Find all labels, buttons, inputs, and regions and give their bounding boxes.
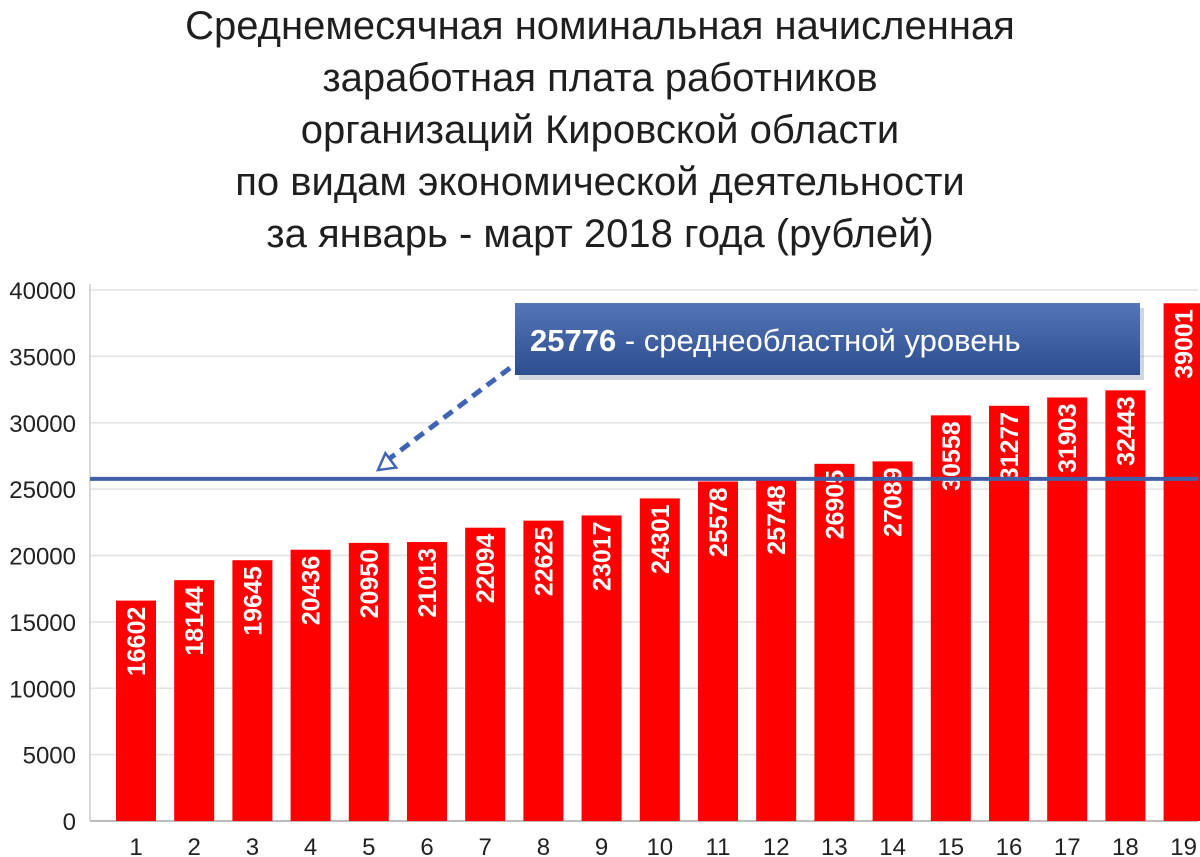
chart-title-line: Среднемесячная номинальная начисленная (185, 4, 1015, 48)
bar (1047, 397, 1088, 821)
bar (756, 479, 797, 821)
bar-value-label: 31903 (1054, 403, 1082, 473)
bar-value-label: 22625 (530, 527, 558, 597)
y-tick-label: 0 (63, 809, 76, 836)
x-tick-label: 15 (937, 834, 964, 857)
x-tick-label: 10 (646, 834, 673, 857)
bar-value-label: 19645 (239, 566, 267, 636)
bar (232, 560, 273, 821)
bar-value-label: 23017 (589, 521, 617, 591)
bar (290, 549, 331, 821)
bar (407, 542, 447, 821)
bar (348, 542, 389, 821)
x-tick-label: 4 (304, 834, 317, 857)
bar-value-label: 26905 (821, 470, 849, 540)
y-tick-label: 30000 (9, 411, 76, 438)
bar (872, 461, 913, 821)
bar-value-label: 18144 (181, 586, 209, 656)
bar-value-label: 25748 (763, 485, 791, 555)
bar-value-label: 25578 (705, 487, 733, 557)
bar (1105, 390, 1146, 821)
bar (174, 580, 215, 821)
bar-value-label: 20436 (298, 556, 326, 626)
annotation-arrow (383, 366, 512, 464)
bar (639, 498, 680, 821)
x-tick-label: 3 (246, 834, 259, 857)
bar-value-label: 20950 (356, 549, 384, 619)
chart-title-line: по видам экономической деятельности (235, 160, 965, 204)
bar (1163, 303, 1200, 821)
bar (116, 600, 156, 821)
x-tick-label: 11 (706, 834, 731, 857)
y-tick-label: 5000 (23, 743, 76, 770)
bar-value-label: 21013 (414, 548, 442, 618)
x-tick-label: 19 (1170, 834, 1197, 857)
bar-value-label: 32443 (1112, 396, 1140, 466)
x-tick-label: 2 (188, 834, 201, 857)
bar-value-label: 31277 (996, 412, 1024, 482)
chart-title-line: за январь - март 2018 года (рублей) (266, 212, 934, 256)
annotation-box (515, 303, 1140, 375)
chart-title-line: организаций Кировской области (300, 108, 900, 152)
bar-value-label: 39001 (1171, 309, 1199, 379)
x-tick-label: 8 (537, 834, 550, 857)
x-tick-label: 13 (821, 834, 848, 857)
x-tick-label: 18 (1112, 834, 1139, 857)
bar-value-label: 16602 (123, 607, 151, 677)
annotation-value: 25776 (530, 323, 616, 358)
y-tick-label: 35000 (9, 344, 76, 371)
x-tick-label: 6 (420, 834, 433, 857)
y-tick-label: 20000 (9, 544, 76, 571)
x-tick-label: 12 (763, 834, 790, 857)
bar (465, 527, 506, 821)
bar (814, 463, 855, 821)
y-tick-label: 40000 (9, 278, 76, 305)
bar (930, 415, 971, 821)
x-tick-label: 16 (996, 834, 1023, 857)
x-tick-label: 17 (1054, 834, 1081, 857)
bar-value-label: 22094 (472, 534, 500, 604)
bar (989, 405, 1029, 821)
y-tick-label: 10000 (9, 676, 76, 703)
bar-value-label: 24301 (647, 504, 675, 574)
x-tick-label: 5 (362, 834, 375, 857)
y-tick-label: 25000 (9, 477, 76, 504)
annotation-arrowhead (375, 450, 399, 472)
bar (523, 520, 564, 821)
bar (581, 515, 622, 821)
y-tick-label: 15000 (9, 610, 76, 637)
x-tick-label: 14 (879, 834, 906, 857)
chart-title: Среднемесячная номинальная начисленная з… (0, 0, 1200, 260)
x-tick-label: 9 (595, 834, 608, 857)
x-tick-label: 7 (479, 834, 492, 857)
annotation-text: - среднеобластной уровень (616, 323, 1020, 358)
annotation-label: 25776 - среднеобластной уровень (530, 323, 1021, 358)
chart-title-line: заработная плата работников (322, 56, 878, 100)
x-tick-label: 1 (129, 834, 142, 857)
bar (698, 481, 738, 821)
